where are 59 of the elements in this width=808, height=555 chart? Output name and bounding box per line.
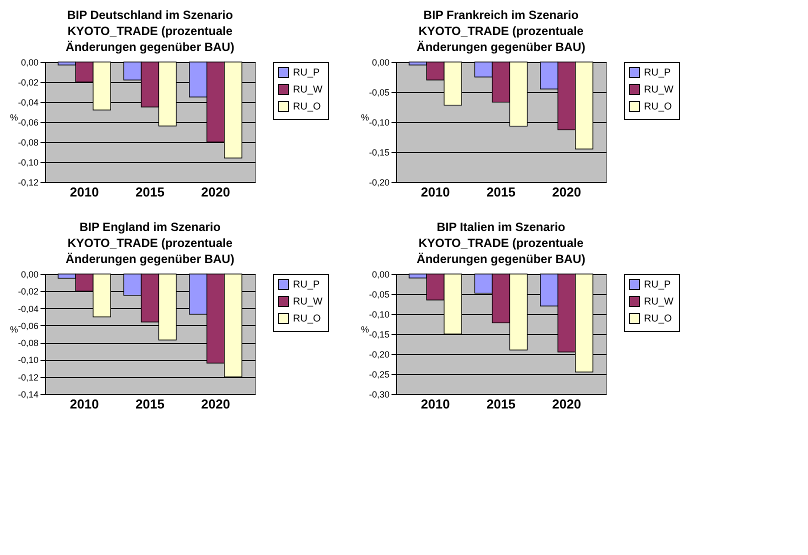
- legend-label: RU_P: [293, 280, 320, 290]
- legend-label: RU_W: [644, 84, 674, 96]
- x-tick-label: 2015: [136, 184, 164, 200]
- legend-label: RU_W: [293, 296, 324, 308]
- x-tick-label: 2020: [552, 396, 582, 412]
- y-tick-label: -0,12: [18, 372, 38, 382]
- y-tick-label: -0,10: [368, 118, 390, 128]
- legend-label: RU_P: [293, 68, 320, 78]
- y-tick-label: -0,02: [18, 286, 38, 297]
- y-tick-label: -0,10: [368, 310, 390, 320]
- y-tick-label: -0,04: [18, 304, 38, 314]
- x-tick-label: 2020: [552, 184, 582, 200]
- y-tick-label: -0,20: [368, 350, 390, 360]
- y-tick-label: -0,04: [18, 98, 38, 108]
- chart-title: BIP Frankreich im Szenario KYOTO_TRADE (prozentuale Änderungen gegenüber BAU): [416, 8, 586, 54]
- legend-label: RU_P: [644, 68, 672, 78]
- x-tick-label: 2010: [70, 396, 99, 412]
- legend-label: RU_W: [293, 84, 324, 96]
- y-tick-label: 0,00: [372, 58, 390, 68]
- y-tick-label: -0,15: [368, 330, 390, 340]
- legend-label: RU_O: [644, 102, 672, 112]
- y-tick-label: 0,00: [20, 270, 38, 280]
- x-tick-label: 2010: [420, 184, 450, 200]
- y-tick-label: -0,08: [18, 338, 38, 348]
- legend-label: RU_W: [644, 296, 674, 308]
- chart-title: BIP England im Szenario KYOTO_TRADE (prozentuale Änderungen gegenüber BAU): [66, 220, 234, 266]
- y-tick-label: -0,10: [18, 355, 38, 366]
- y-tick-label: 0,00: [20, 58, 38, 68]
- y-axis-title: %: [360, 324, 369, 334]
- x-tick-label: 2015: [486, 184, 516, 200]
- y-tick-label: -0,08: [18, 138, 38, 148]
- legend-label: RU_O: [293, 102, 322, 112]
- y-tick-label: -0,25: [368, 370, 390, 380]
- x-tick-label: 2010: [420, 396, 450, 412]
- y-tick-label: -0,30: [368, 390, 390, 400]
- legend-label: RU_O: [293, 314, 322, 324]
- y-tick-label: -0,05: [368, 290, 390, 300]
- y-axis-title: %: [360, 112, 369, 122]
- y-tick-label: -0,06: [18, 118, 38, 128]
- y-tick-label: -0,05: [368, 88, 390, 98]
- y-tick-label: -0,12: [18, 178, 38, 188]
- chart-title: BIP Deutschland im Szenario KYOTO_TRADE (prozentuale Änderungen gegenüber BAU): [66, 8, 234, 54]
- y-tick-label: -0,02: [18, 78, 38, 88]
- y-tick-label: -0,06: [18, 320, 38, 331]
- legend-label: RU_P: [644, 280, 672, 290]
- y-axis-title: %: [10, 112, 18, 122]
- y-axis-title: %: [10, 324, 18, 334]
- y-tick-label: -0,10: [18, 158, 38, 168]
- legend-label: RU_O: [644, 314, 672, 324]
- x-tick-label: 2015: [486, 396, 516, 412]
- x-tick-label: 2020: [201, 396, 230, 412]
- y-tick-label: -0,15: [368, 148, 390, 158]
- y-tick-label: 0,00: [372, 270, 390, 280]
- x-tick-label: 2020: [201, 184, 230, 200]
- y-tick-label: -0,20: [368, 178, 390, 188]
- y-tick-label: -0,14: [18, 390, 38, 400]
- x-tick-label: 2015: [136, 396, 164, 412]
- x-tick-label: 2010: [70, 184, 99, 200]
- chart-title: BIP Italien im Szenario KYOTO_TRADE (prozentuale Änderungen gegenüber BAU): [416, 220, 586, 266]
